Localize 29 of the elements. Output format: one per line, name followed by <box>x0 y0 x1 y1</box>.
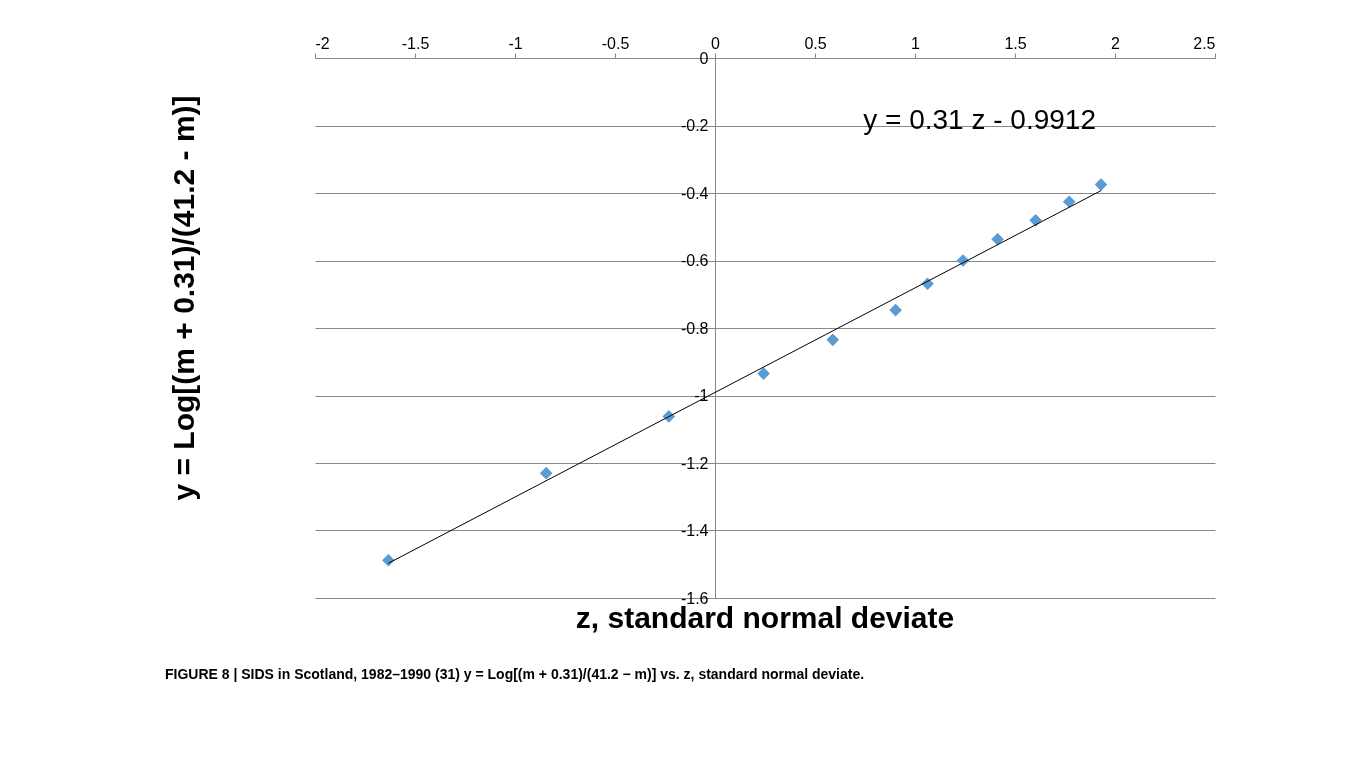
y-tick-label: -1 <box>694 387 709 404</box>
point <box>889 303 902 317</box>
point <box>1062 195 1076 209</box>
point <box>539 466 553 480</box>
y-tick-label: -1.2 <box>680 454 709 472</box>
x-tick-label: 2 <box>1111 34 1121 52</box>
x-tick-label: 1.5 <box>1004 34 1027 52</box>
y-tick-label: 0 <box>699 49 709 67</box>
x-tick-label: 2.5 <box>1193 34 1216 52</box>
point <box>757 367 770 380</box>
y-tick-label: -0.4 <box>680 184 709 202</box>
x-tick-label: -0.5 <box>601 34 630 52</box>
x-tick-label: -1.5 <box>401 34 430 52</box>
x-tick-label: -2 <box>315 34 330 52</box>
y-tick-label: -0.6 <box>680 252 709 269</box>
y-tick-label: -1.4 <box>680 522 709 539</box>
point <box>1029 214 1042 227</box>
text: y = 0.31 z - 0.9912 <box>863 103 1096 135</box>
x-tick-label: 0 <box>711 34 721 52</box>
point <box>991 232 1004 246</box>
y-tick-label: -0.2 <box>680 117 709 134</box>
x-tick-label: 0.5 <box>804 34 827 52</box>
y-axis-title: y = Log[(m + 0.31)/(41.2 - m)] <box>167 95 200 501</box>
point <box>1094 178 1108 191</box>
point <box>826 333 840 347</box>
y-tick-label: -0.8 <box>680 319 709 337</box>
x-tick-label: -1 <box>508 34 523 52</box>
caption: FIGURE 8 | SIDS in Scotland, 1982–1990 (31) y = Log[(m + 0.31)/(41.2 − m)] vs. z, standard normal deviate. <box>165 666 865 682</box>
x-tick-label: 1 <box>911 34 921 52</box>
